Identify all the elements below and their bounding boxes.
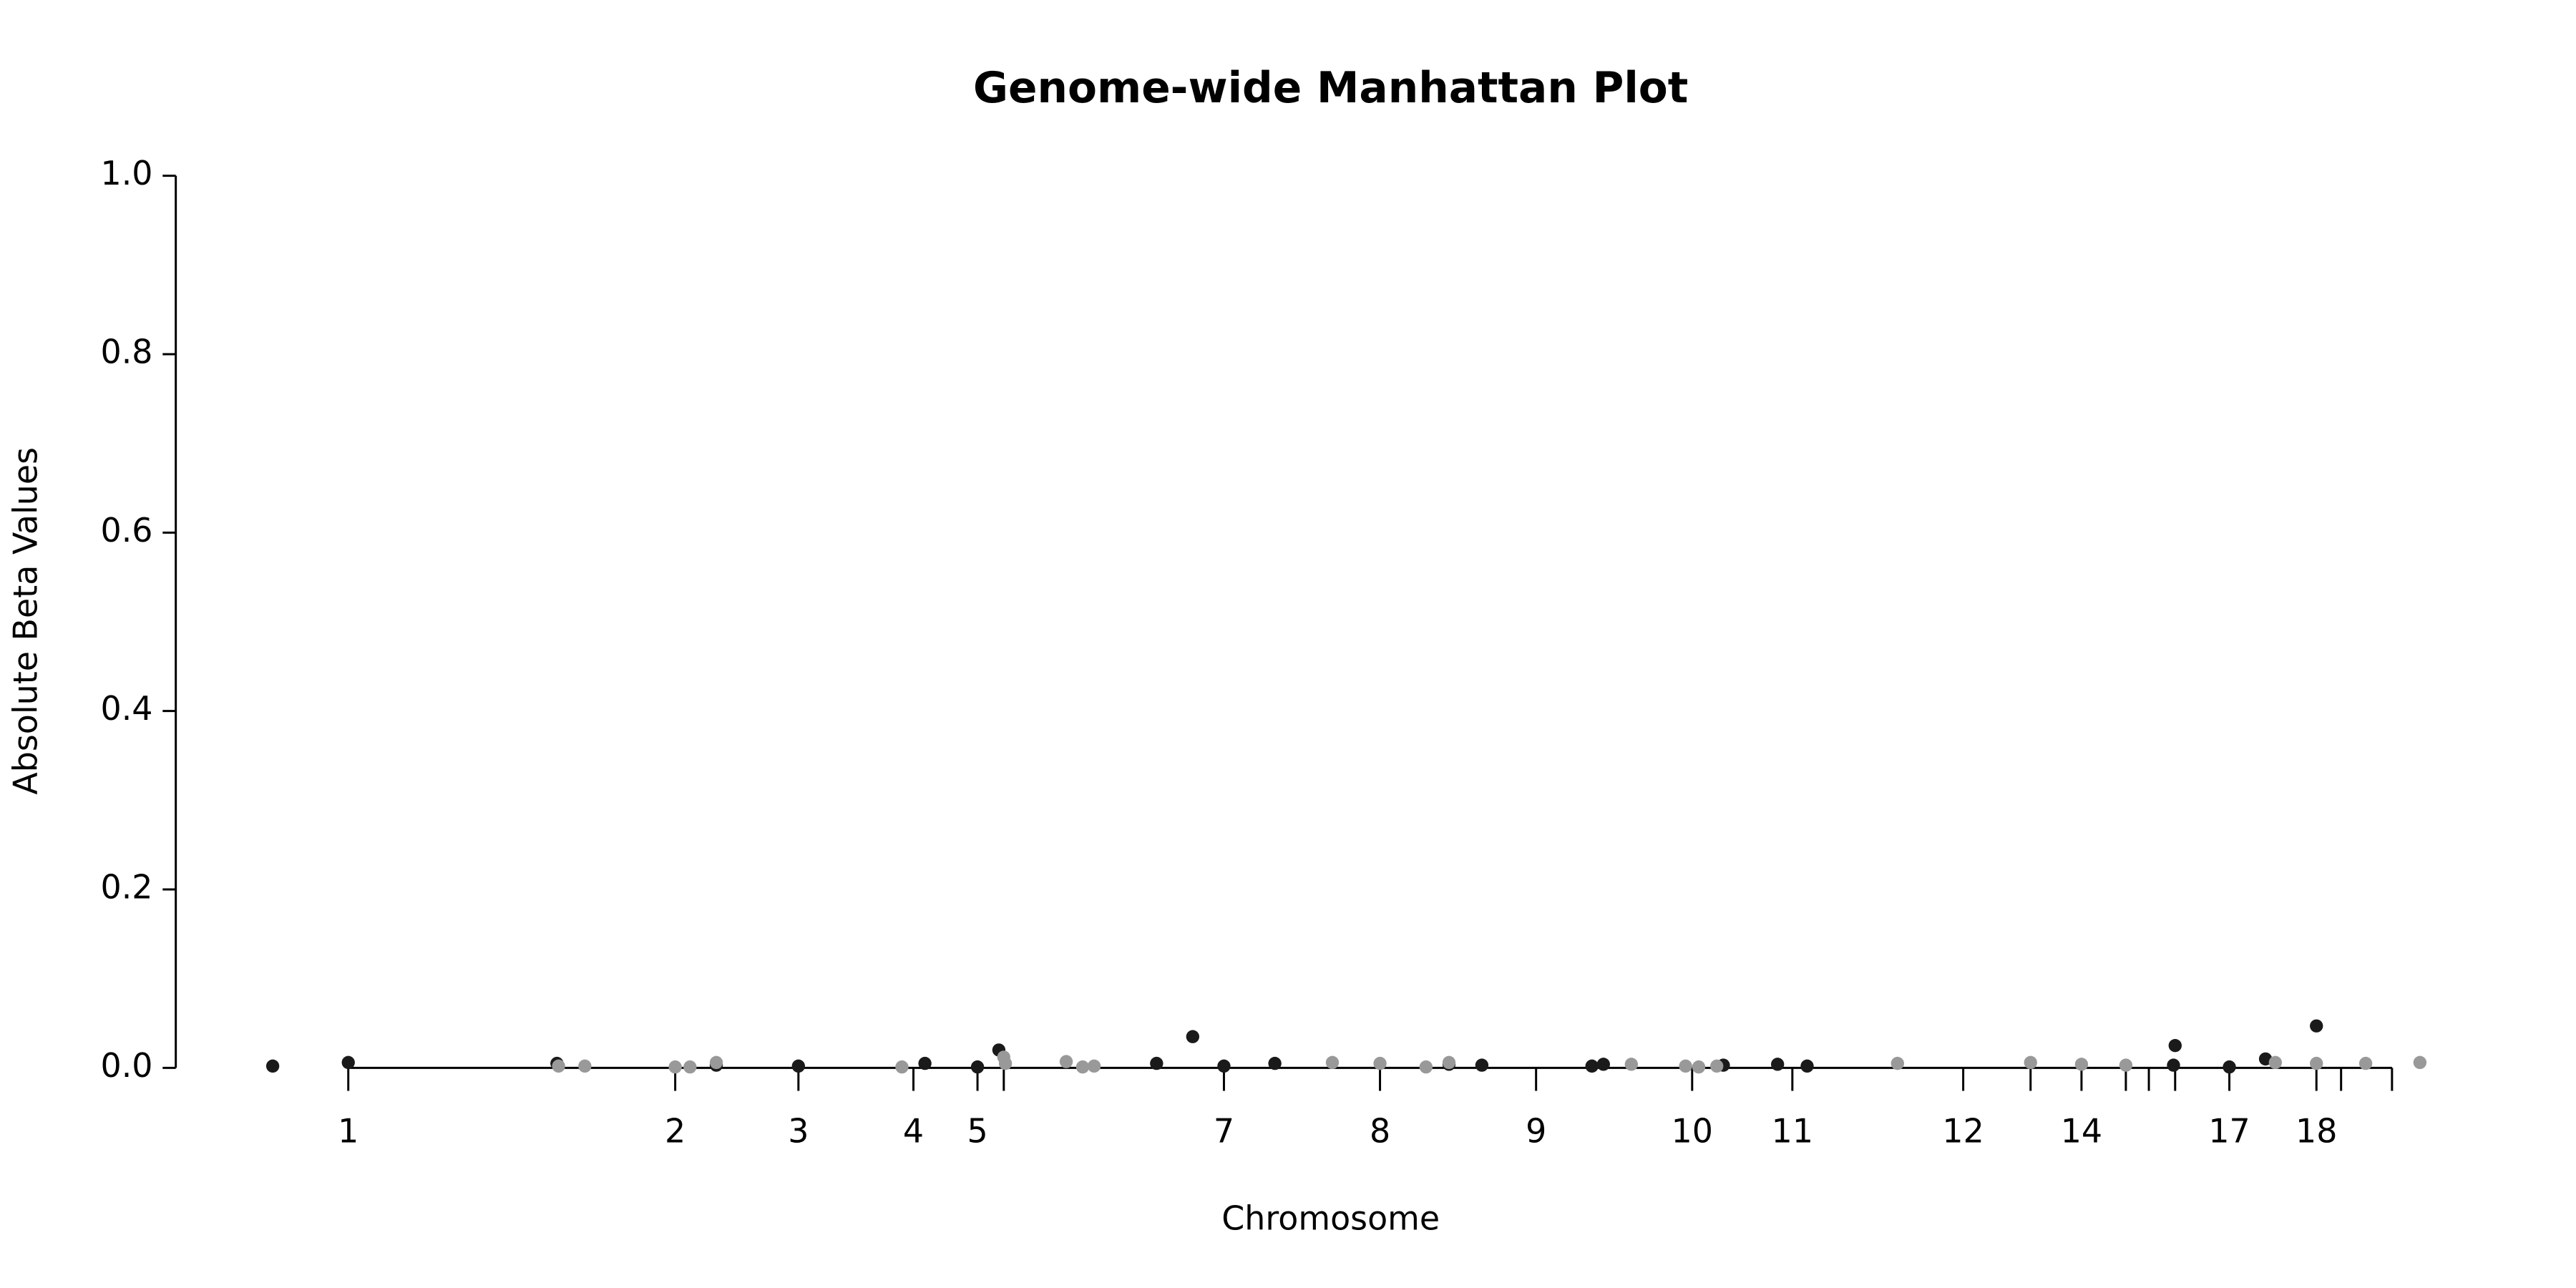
point	[709, 1055, 723, 1070]
y-tick-label: 0.0	[101, 1046, 153, 1085]
point	[1150, 1056, 1163, 1070]
point	[1059, 1055, 1073, 1068]
y-tick-label: 0.6	[101, 511, 153, 550]
point	[2119, 1058, 2133, 1072]
y-tick-label: 0.2	[101, 868, 153, 907]
x-tick-label: 3	[788, 1112, 809, 1151]
x-tick-label: 14	[2061, 1112, 2102, 1151]
point	[1419, 1060, 1433, 1074]
point	[265, 1059, 280, 1073]
point	[2413, 1055, 2427, 1070]
y-tick-label: 0.8	[101, 333, 153, 371]
point	[552, 1059, 565, 1073]
x-tick-label: 1	[338, 1112, 358, 1151]
point	[1217, 1059, 1231, 1073]
point	[1268, 1056, 1282, 1070]
point	[1890, 1056, 1904, 1070]
point	[895, 1060, 909, 1074]
point	[2268, 1055, 2283, 1070]
x-tick-label: 2	[665, 1112, 686, 1151]
x-axis-label: Chromosome	[1221, 1199, 1440, 1237]
point	[578, 1059, 592, 1073]
point	[970, 1060, 985, 1074]
point	[1710, 1059, 1724, 1073]
point	[1800, 1059, 1814, 1073]
x-tick-label: 4	[903, 1112, 924, 1151]
point	[998, 1056, 1013, 1070]
x-tick-label: 10	[1672, 1112, 1713, 1151]
point	[668, 1060, 682, 1074]
point	[1692, 1060, 1706, 1074]
x-tick-label: 11	[1772, 1112, 1813, 1151]
point	[341, 1055, 355, 1070]
y-tick-label: 0.4	[101, 689, 153, 728]
point	[2024, 1055, 2037, 1070]
point	[2074, 1058, 2089, 1071]
chart-title: Genome-wide Manhattan Plot	[973, 64, 1688, 113]
point	[1442, 1055, 1456, 1070]
x-tick-label: 7	[1214, 1112, 1234, 1151]
x-tick-label: 12	[1942, 1112, 1984, 1151]
point	[1596, 1058, 1610, 1071]
x-tick-label: 5	[967, 1112, 987, 1151]
point	[791, 1059, 805, 1073]
point	[1186, 1030, 1200, 1043]
point	[918, 1056, 932, 1070]
point	[1624, 1058, 1639, 1071]
point	[2167, 1058, 2180, 1072]
y-tick-label: 1.0	[101, 154, 153, 192]
point	[1373, 1056, 1387, 1070]
point	[2168, 1038, 2182, 1053]
y-axis-label: Absolute Beta Values	[6, 447, 45, 795]
x-tick-label: 17	[2208, 1112, 2250, 1151]
point	[2310, 1019, 2323, 1033]
point	[2310, 1056, 2323, 1070]
point	[2358, 1056, 2373, 1070]
point	[2258, 1052, 2273, 1066]
point	[1087, 1059, 1101, 1073]
point	[683, 1060, 697, 1074]
point	[1771, 1058, 1785, 1071]
point	[1585, 1059, 1599, 1073]
x-tick-label: 8	[1370, 1112, 1390, 1151]
x-tick-label: 9	[1526, 1112, 1546, 1151]
point	[2223, 1060, 2236, 1074]
point	[1075, 1060, 1090, 1074]
point	[1475, 1058, 1489, 1072]
x-tick-label: 18	[2296, 1112, 2337, 1151]
point	[1325, 1055, 1340, 1070]
point	[1679, 1059, 1692, 1073]
